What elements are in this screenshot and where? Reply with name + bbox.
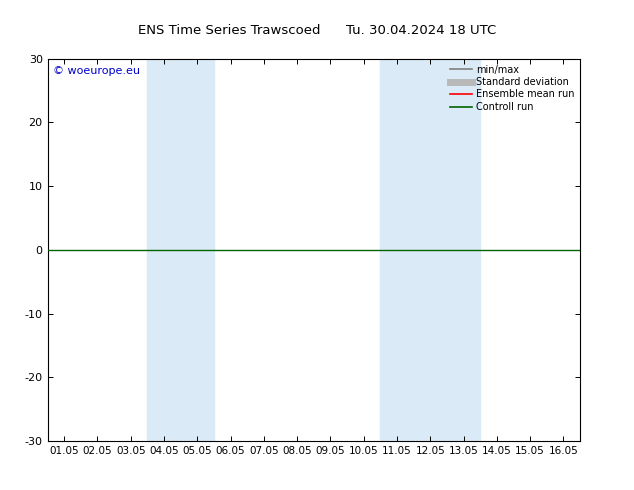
Legend: min/max, Standard deviation, Ensemble mean run, Controll run: min/max, Standard deviation, Ensemble me…: [446, 61, 578, 116]
Text: © woeurope.eu: © woeurope.eu: [53, 67, 140, 76]
Bar: [380, 59, 481, 441]
Bar: [147, 59, 214, 441]
Text: ENS Time Series Trawscoed      Tu. 30.04.2024 18 UTC: ENS Time Series Trawscoed Tu. 30.04.2024…: [138, 24, 496, 38]
